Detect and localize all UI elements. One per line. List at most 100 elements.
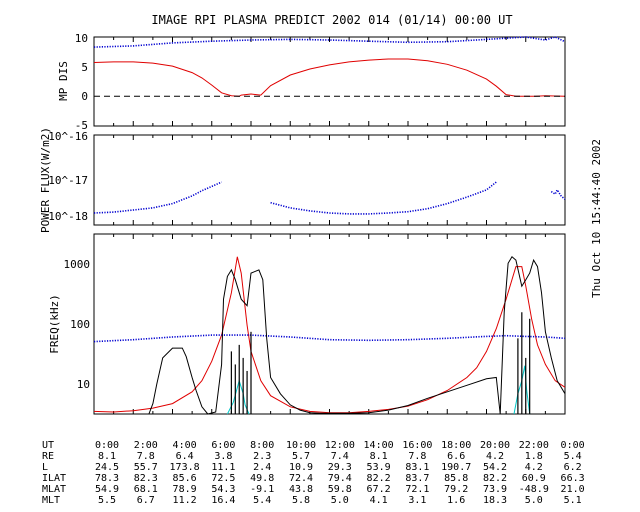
table-cell: 5.8: [292, 495, 310, 506]
table-cell: 21.0: [561, 484, 585, 495]
table-cell: 18.3: [483, 495, 507, 506]
table-cell: 8.1: [370, 451, 388, 462]
table-cell: 7.8: [408, 451, 426, 462]
table-cell: 5.4: [253, 495, 271, 506]
table-cell: 11.1: [211, 462, 235, 473]
series-line: [93, 256, 566, 414]
panel-top-frame: [93, 36, 566, 127]
table-row-label: UT: [42, 440, 54, 451]
table-cell: 16:00: [402, 440, 432, 451]
series-line: [270, 181, 497, 215]
table-cell: -9.1: [250, 484, 274, 495]
table-cell: 8:00: [250, 440, 274, 451]
table-row-label: MLT: [42, 495, 60, 506]
table-cell: 43.8: [289, 484, 313, 495]
table-cell: 60.9: [522, 473, 546, 484]
table-cell: 5.4: [564, 451, 582, 462]
table-cell: 6.7: [137, 495, 155, 506]
table-cell: 6.4: [176, 451, 194, 462]
top-ytick-label: 10: [75, 32, 88, 45]
table-cell: 68.1: [134, 484, 158, 495]
series-line: [93, 58, 566, 97]
table-cell: 6.6: [447, 451, 465, 462]
table-cell: 5.7: [292, 451, 310, 462]
table-cell: 83.1: [405, 462, 429, 473]
table-cell: 82.3: [134, 473, 158, 484]
table-cell: 0:00: [561, 440, 585, 451]
middle-ytick-label: 10^-16: [48, 130, 88, 143]
table-cell: 24.5: [95, 462, 119, 473]
table-row-label: RE: [42, 451, 54, 462]
series-line: [550, 188, 566, 200]
table-cell: 82.2: [483, 473, 507, 484]
table-cell: 53.9: [367, 462, 391, 473]
middle-ytick-label: 10^-17: [48, 174, 88, 187]
table-cell: 0:00: [95, 440, 119, 451]
table-cell: 72.4: [289, 473, 313, 484]
table-cell: 82.2: [367, 473, 391, 484]
series-line: [93, 334, 566, 343]
chart-marks: [93, 36, 566, 415]
table-cell: 83.7: [405, 473, 429, 484]
timestamp: Thu Oct 10 15:44:40 2002: [590, 139, 603, 298]
table-cell: 78.9: [173, 484, 197, 495]
table-cell: 54.9: [95, 484, 119, 495]
panel-top-ylabel: MP DIS: [57, 61, 70, 101]
top-ytick-label: -5: [75, 119, 88, 132]
table-cell: 7.4: [331, 451, 349, 462]
table-cell: 49.8: [250, 473, 274, 484]
table-cell: 5.0: [525, 495, 543, 506]
series-line: [513, 365, 531, 415]
table-cell: 67.2: [367, 484, 391, 495]
table-cell: 14:00: [364, 440, 394, 451]
table-cell: 1.8: [525, 451, 543, 462]
table-cell: 55.7: [134, 462, 158, 473]
table-cells: 0:008.124.578.354.95.52:007.855.782.368.…: [95, 440, 585, 506]
table-cell: 5.0: [331, 495, 349, 506]
table-cell: 11.2: [173, 495, 197, 506]
table-cell: 12:00: [325, 440, 355, 451]
table-cell: 1.6: [447, 495, 465, 506]
panel-bottom-frame: [93, 233, 566, 415]
table-cell: -48.9: [519, 484, 549, 495]
table-cell: 73.9: [483, 484, 507, 495]
panel-middle-ylabel: POWER FLUX(W/m2): [39, 127, 52, 233]
panel-bottom-ylabel: FREQ(kHz): [48, 294, 61, 354]
ephemeris-table: UT RE L ILAT MLAT MLT 0:008.124.578.354.…: [42, 440, 585, 506]
table-cell: 3.1: [408, 495, 426, 506]
chart-title: IMAGE RPI PLASMA PREDICT 2002 014 (01/14…: [151, 13, 512, 27]
table-cell: 72.1: [405, 484, 429, 495]
table-cell: 8.1: [98, 451, 116, 462]
table-cell: 173.8: [170, 462, 200, 473]
table-cell: 5.1: [564, 495, 582, 506]
table-cell: 7.8: [137, 451, 155, 462]
table-cell: 6:00: [211, 440, 235, 451]
table-cell: 29.3: [328, 462, 352, 473]
table-cell: 79.4: [328, 473, 352, 484]
table-cell: 54.2: [483, 462, 507, 473]
bottom-ytick-label: 1000: [64, 258, 91, 271]
table-cell: 2.3: [253, 451, 271, 462]
table-cell: 190.7: [441, 462, 471, 473]
table-row-label: MLAT: [42, 484, 66, 495]
table-cell: 85.8: [444, 473, 468, 484]
table-cell: 4:00: [173, 440, 197, 451]
table-cell: 3.8: [214, 451, 232, 462]
table-cell: 72.5: [211, 473, 235, 484]
table-cell: 59.8: [328, 484, 352, 495]
series-line: [226, 378, 250, 415]
table-cell: 16.4: [211, 495, 235, 506]
table-cell: 4.2: [486, 451, 504, 462]
series-line: [93, 181, 222, 214]
bottom-ytick-label: 100: [70, 318, 90, 331]
middle-ytick-label: 10^-18: [48, 210, 88, 223]
series-line: [93, 36, 566, 48]
top-ytick-label: 5: [81, 61, 88, 74]
table-cell: 2:00: [134, 440, 158, 451]
top-ytick-label: 0: [81, 90, 88, 103]
panel-middle-frame: [93, 134, 566, 226]
table-cell: 20:00: [480, 440, 510, 451]
table-cell: 5.5: [98, 495, 116, 506]
table-cell: 4.1: [370, 495, 388, 506]
table-cell: 66.3: [561, 473, 585, 484]
